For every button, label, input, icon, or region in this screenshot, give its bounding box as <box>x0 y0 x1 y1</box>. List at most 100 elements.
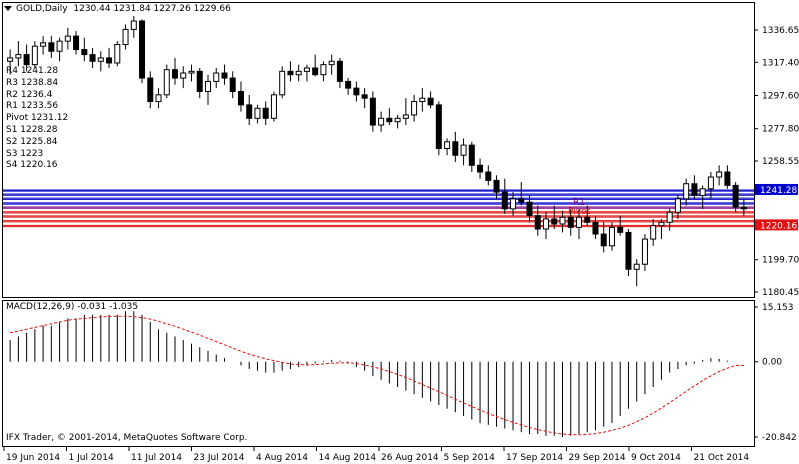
candle <box>707 171 714 199</box>
candle <box>402 98 409 126</box>
candle <box>270 91 277 122</box>
candle <box>460 138 467 166</box>
candle <box>468 141 475 172</box>
time-tick-label: 26 Aug 2014 <box>381 453 439 463</box>
candle <box>501 178 508 214</box>
pivot-legend-s2: S2 1225.84 <box>6 136 58 147</box>
macd-label: MACD(12,26,9) -0.031 -1.035 <box>6 302 139 312</box>
macd-signal-line <box>9 315 744 436</box>
candle <box>477 158 484 179</box>
candle <box>204 74 211 105</box>
time-tick-label: 17 Sep 2014 <box>506 453 563 463</box>
candle <box>732 182 739 213</box>
candle <box>213 67 220 89</box>
candle <box>73 31 80 55</box>
candle <box>485 165 492 186</box>
candle <box>543 212 550 240</box>
candle <box>196 67 203 99</box>
svg-text:1241.28: 1241.28 <box>760 186 797 196</box>
candle <box>411 94 418 122</box>
time-tick-label: 19 Jun 2014 <box>6 453 60 463</box>
price-tick-label: 1180.45 <box>762 288 799 298</box>
svg-text:1220.16: 1220.16 <box>760 221 797 231</box>
pivot-lines <box>3 189 754 228</box>
candle <box>567 208 574 236</box>
pivot-legend-s3: S3 1223 <box>6 148 44 159</box>
candle <box>493 175 500 199</box>
candle <box>584 205 591 226</box>
candle <box>608 222 615 251</box>
candle <box>64 27 71 50</box>
candle <box>666 208 673 231</box>
candle <box>229 71 236 99</box>
chart-menu-icon[interactable] <box>4 6 12 11</box>
candle <box>650 218 657 246</box>
time-tick-label: 5 Sep 2014 <box>444 453 496 463</box>
candle <box>287 61 294 82</box>
candle <box>361 88 368 109</box>
candle <box>683 178 690 206</box>
candle <box>81 37 88 62</box>
candle <box>48 36 55 58</box>
chart-header[interactable]: GOLD,Daily 1230.44 1231.84 1227.26 1229.… <box>4 2 231 16</box>
candle <box>40 36 47 55</box>
candle <box>7 49 14 75</box>
candles <box>7 15 747 287</box>
candle <box>658 218 665 240</box>
candle <box>724 165 731 189</box>
candle <box>699 185 706 209</box>
pivot-tag: Pivot <box>568 207 591 217</box>
candle <box>435 101 442 156</box>
pivot-legend-r1: R1 1233.56 <box>6 101 59 112</box>
price-badge: 1241.28 <box>755 183 798 196</box>
candle <box>172 57 179 85</box>
candle <box>526 195 533 223</box>
candle <box>237 81 244 112</box>
candle <box>23 44 30 72</box>
candle <box>716 165 723 186</box>
r1-tag: R1 <box>573 198 585 208</box>
price-badge: 1220.16 <box>755 219 798 231</box>
candle <box>155 88 162 109</box>
candle <box>600 222 607 253</box>
candle <box>369 91 376 132</box>
candle <box>328 54 335 75</box>
pivot-legend-s1: S1 1228.28 <box>6 125 58 135</box>
candle <box>551 205 558 230</box>
symbol-label: GOLD,Daily <box>16 4 68 14</box>
candle <box>163 64 170 99</box>
candle <box>188 64 195 82</box>
candle <box>691 175 698 199</box>
time-tick-label: 29 Sep 2014 <box>569 453 626 463</box>
candle <box>625 229 632 276</box>
time-tick-label: 23 Jul 2014 <box>194 453 245 463</box>
candle <box>592 215 599 240</box>
candle <box>518 182 525 206</box>
candle <box>378 111 385 132</box>
macd-tick-label: 15.153 <box>762 303 794 313</box>
candle <box>575 208 582 240</box>
price-tick-label: 1199.70 <box>762 256 799 266</box>
candle <box>674 195 681 219</box>
candle <box>336 57 343 89</box>
candle <box>15 41 22 67</box>
candle <box>633 259 640 287</box>
macd-tick-label: -20.842 <box>762 433 797 443</box>
candle <box>295 64 302 82</box>
candle <box>31 41 38 68</box>
macd-window-border <box>2 300 755 447</box>
time-tick-label: 4 Aug 2014 <box>256 453 308 463</box>
candle <box>320 61 327 82</box>
pivot-legend-r2: R2 1236.4 <box>6 89 53 100</box>
candle <box>56 37 63 62</box>
time-axis: 19 Jun 2014 1 Jul 2014 11 Jul 2014 23 Jul 2… <box>3 447 749 463</box>
candle <box>386 108 393 126</box>
ohlc-label: 1230.44 1231.84 1227.26 1229.66 <box>73 4 231 14</box>
candle <box>279 66 286 99</box>
candle <box>452 131 459 162</box>
candle <box>97 51 104 72</box>
candle <box>559 210 566 233</box>
candle <box>89 47 96 68</box>
candle <box>114 41 121 67</box>
